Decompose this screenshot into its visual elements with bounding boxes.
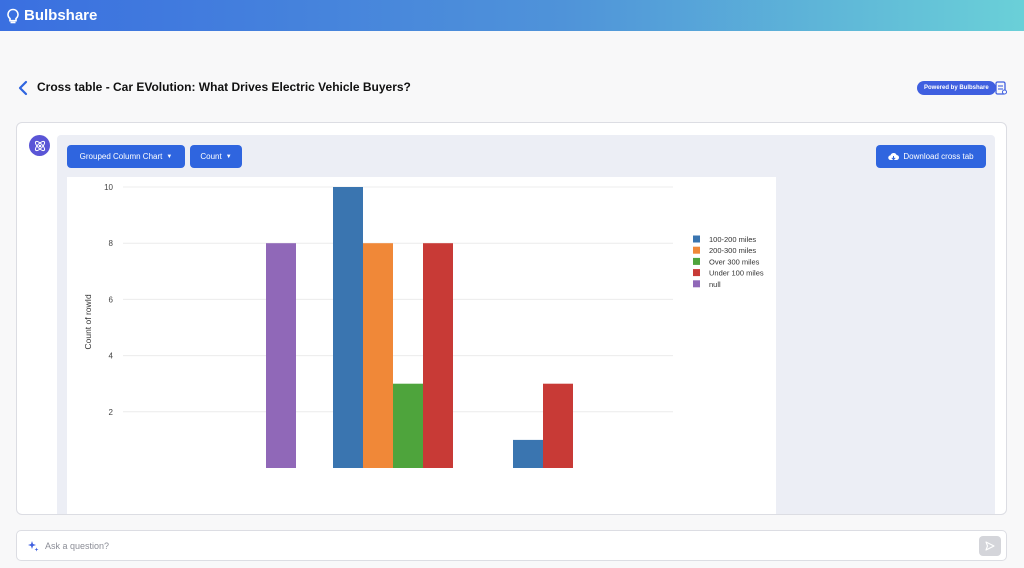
legend-entry: 100-200 miles [709,235,756,244]
measure-label: Count [200,152,222,161]
download-label: Download cross tab [903,152,974,161]
page-title: Cross table - Car EVolution: What Drives… [37,80,411,94]
cloud-download-icon [888,152,900,161]
legend-entry: Over 300 miles [709,257,760,266]
bulbshare-logo[interactable]: Bulbshare [6,7,97,24]
send-icon [985,541,995,551]
legend-swatch [693,280,700,288]
cross-table-card: Grouped Column Chart ▼ Count ▼ Download … [16,122,1007,515]
caret-down-icon: ▼ [225,153,232,160]
y-tick-label: 10 [104,183,113,192]
sparkle-icon [28,541,39,552]
y-tick-label: 6 [109,295,114,304]
back-arrow-icon[interactable] [16,80,30,96]
bar [423,243,453,468]
legend-entry: null [709,280,721,289]
legend-entry: 200-300 miles [709,246,756,255]
legend-swatch [693,235,700,243]
bar [543,383,573,468]
measure-dropdown[interactable]: Count ▼ [190,145,242,168]
bar [363,243,393,468]
legend-swatch [693,257,700,265]
send-button[interactable] [979,536,1001,556]
chart-type-label: Grouped Column Chart [79,152,163,161]
plot-area: 2 4 6 8 10 Count of rowId 100-200 miles 200-300… [67,177,776,514]
bar [513,439,543,468]
caret-down-icon: ▼ [166,153,173,160]
chart-panel: Grouped Column Chart ▼ Count ▼ Download … [57,135,995,514]
y-axis-label: Count of rowId [83,294,93,350]
chat-bar [16,530,1007,561]
bar [266,243,296,468]
ai-avatar [29,135,50,156]
powered-by-badge: Powered by Bulbshare [917,81,996,95]
chart-type-dropdown[interactable]: Grouped Column Chart ▼ [67,145,185,168]
bar [333,187,363,468]
legend-swatch [693,269,700,277]
ask-question-input[interactable] [45,535,945,557]
y-tick-label: 2 [109,408,114,417]
legend-swatch [693,246,700,254]
download-cross-tab-button[interactable]: Download cross tab [876,145,986,168]
atom-icon [34,140,45,151]
legend-entry: Under 100 miles [709,269,764,278]
grouped-column-chart: 2 4 6 8 10 Count of rowId 100-200 miles 200-300… [83,183,764,468]
app-name: Bulbshare [24,7,98,24]
top-bar: Bulbshare [0,0,1024,31]
bar [393,383,423,468]
document-icon[interactable] [995,81,1007,95]
y-tick-label: 8 [109,239,114,248]
lightbulb-icon [7,8,19,23]
y-tick-label: 4 [109,352,114,361]
